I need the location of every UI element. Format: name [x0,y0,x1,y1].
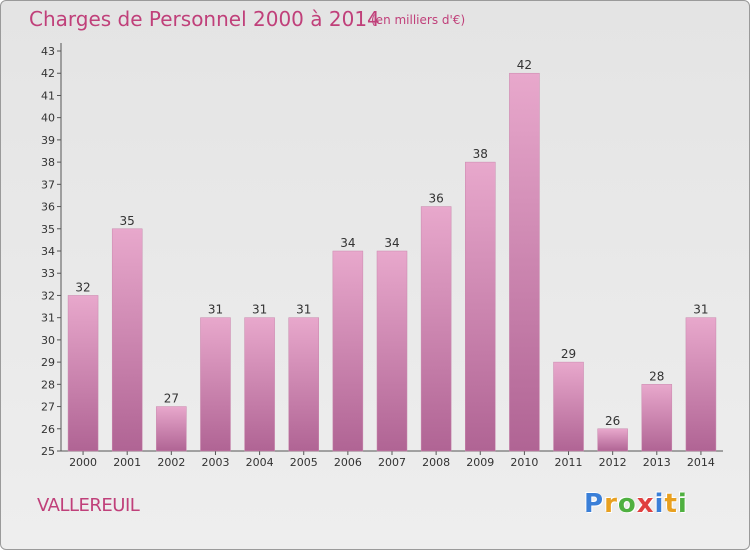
data-label: 32 [75,280,90,294]
data-label: 29 [561,347,576,361]
bar-2008 [420,206,452,452]
x-tick-label: 2007 [378,456,406,469]
y-tick-label: 42 [41,67,55,80]
proxiti-logo[interactable]: Proxiti [584,489,688,519]
bar-2007 [376,250,408,452]
bar-2003 [200,317,231,452]
y-tick-label: 35 [41,223,55,236]
data-label: 31 [693,303,708,317]
bar-2005 [288,317,319,452]
y-tick-label: 30 [41,334,55,347]
bar-2009 [465,161,496,452]
chart-axes: 25 26 27 28 29 30 31 32 33 34 35 36 37 38 39 40 41 42 43 [41,43,723,458]
y-tick-label: 34 [41,245,55,258]
data-label: 42 [517,58,532,72]
data-label: 31 [296,303,311,317]
bar-2014 [685,317,717,452]
bar-2002 [156,406,187,452]
y-tick-label: 39 [41,134,55,147]
y-tick-label: 43 [41,45,55,58]
data-label: 38 [473,147,488,161]
bar-2012 [597,428,628,452]
x-tick-label: 2004 [246,456,274,469]
y-tick-label: 40 [41,112,55,125]
bar-2004 [244,317,275,452]
y-tick-label: 31 [41,312,55,325]
bar-2010 [509,72,540,452]
x-tick-label: 2009 [466,456,494,469]
data-label: 34 [340,236,355,250]
bar-2001 [111,228,143,452]
x-tick-label: 2002 [157,456,185,469]
chart-labels: 2000 32 2001 35 2002 27 2003 31 2004 31 2005 31 2006… [69,58,715,469]
data-label: 31 [208,303,223,317]
y-tick-label: 32 [41,289,55,302]
bar-2006 [332,250,364,452]
data-label: 28 [649,369,664,383]
bar-2011 [553,361,584,452]
x-tick-label: 2001 [113,456,141,469]
y-tick-label: 27 [41,401,55,414]
y-tick-label: 25 [41,445,55,458]
x-tick-label: 2011 [555,456,583,469]
data-label: 36 [428,192,443,206]
x-tick-label: 2012 [599,456,627,469]
place-name: VALLEREUIL [37,495,140,516]
chart-subtitle: (en milliers d'€) [371,13,466,27]
data-label: 26 [605,414,620,428]
y-tick-label: 33 [41,267,55,280]
x-tick-label: 2003 [201,456,229,469]
data-label: 35 [120,214,135,228]
x-tick-label: 2008 [422,456,450,469]
y-tick-label: 36 [41,201,55,214]
x-tick-label: 2005 [290,456,318,469]
data-label: 27 [164,392,179,406]
x-tick-label: 2013 [643,456,671,469]
data-label: 34 [384,236,399,250]
y-tick-label: 26 [41,423,55,436]
x-tick-label: 2014 [687,456,715,469]
y-tick-label: 29 [41,356,55,369]
bar-2000 [67,295,99,452]
data-label: 31 [252,303,267,317]
x-tick-label: 2006 [334,456,362,469]
y-tick-label: 28 [41,378,55,391]
y-tick-label: 37 [41,178,55,191]
bar-2013 [641,384,673,452]
chart-bars [67,72,717,452]
chart-title: Charges de Personnel 2000 à 2014 [29,7,380,31]
y-tick-label: 38 [41,156,55,169]
y-tick-label: 41 [41,89,55,102]
x-tick-label: 2010 [510,456,538,469]
x-tick-label: 2000 [69,456,97,469]
